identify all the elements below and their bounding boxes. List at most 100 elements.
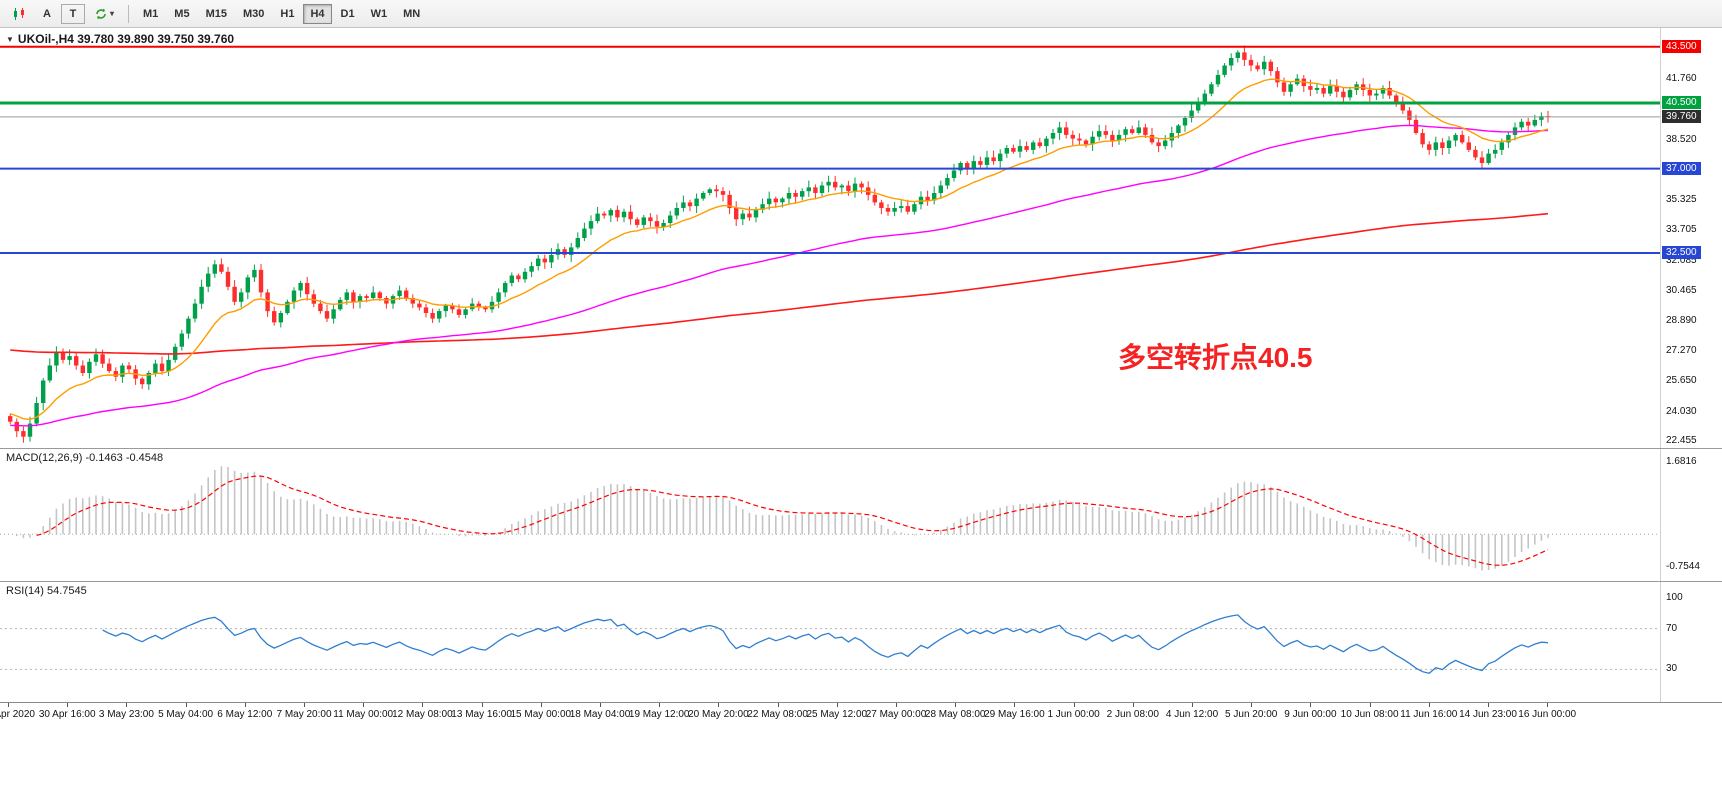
time-axis-tick [8,703,9,707]
toolbar: A T ▾ M1 M5 M15 M30 H1 H4 D1 W1 MN [0,0,1722,28]
time-axis-label: 1 Jun 00:00 [1047,709,1100,720]
time-axis-tick [540,703,542,707]
time-axis-label: 5 May 04:00 [158,709,214,720]
price-axis-label: 25.650 [1666,375,1697,387]
time-axis-label: 12 May 08:00 [392,709,453,720]
price-level-tag: 40.500 [1662,96,1701,109]
time-axis-tick [1488,703,1489,707]
time-axis-label: 18 May 04:00 [569,709,631,720]
timeframe-button-M5[interactable]: M5 [167,4,196,24]
price-level-tag: 39.760 [1662,109,1701,123]
price-level-tag: 43.500 [1662,39,1701,53]
time-axis-tick [1251,703,1253,707]
time-axis-tick [1132,703,1134,707]
price-level-tag: 32.500 [1662,246,1701,259]
time-axis-label: 28 May 08:00 [924,709,986,720]
macd-axis[interactable]: 1.6816 -0.7544 [1660,449,1722,581]
symbol-dropdown-icon[interactable]: ▼ [6,34,14,44]
time-axis-tick [363,703,365,707]
time-axis-label: 2 Jun 08:00 [1106,709,1159,720]
price-level-tag: 37.000 [1662,161,1701,175]
macd-axis-label: -0.7544 [1666,560,1700,572]
candlestick-glyph [14,7,24,20]
rsi-pane: RSI(14) 54.7545 100 70 30 [0,582,1722,702]
time-axis-label: 15 May 00:00 [510,709,572,720]
rsi-canvas[interactable] [0,582,1660,702]
time-axis-tick [718,703,720,707]
timeframe-button-M1[interactable]: M1 [136,4,165,24]
time-axis-tick [896,703,897,707]
time-axis-tick [1073,703,1075,707]
time-axis-label: 30 Apr 16:00 [38,709,96,720]
timeframe-button-M15[interactable]: M15 [199,4,234,24]
price-axis-label: 35.325 [1666,194,1697,206]
time-axis-label: 13 May 16:00 [451,709,512,720]
panel-divider-rsi[interactable] [0,581,1722,582]
main-chart-canvas[interactable] [0,28,1660,448]
price-axis-label: 30.465 [1666,285,1697,297]
price-axis[interactable]: 41.760 38.520 35.325 33.705 32.085 30.465 28.8… [1660,28,1722,448]
timeframe-button-MN[interactable]: MN [396,4,427,24]
macd-axis-label: 1.6816 [1666,456,1697,468]
chart-annotation: 多空转折点40.5 [1118,342,1313,373]
timeframe-button-H1[interactable]: H1 [273,4,301,24]
rsi-axis-label: 30 [1666,663,1678,675]
time-axis-label: 27 May 00:00 [865,709,927,720]
timeframe-bar: M1 M5 M15 M30 H1 H4 D1 W1 MN [135,3,428,24]
time-axis-label: 20 May 20:00 [688,709,749,720]
rsi-label: RSI(14) 54.7545 [6,585,87,597]
chevron-down-icon: ▾ [110,9,115,18]
macd-pane: MACD(12,26,9) -0.1463 -0.4548 1.6816 -0.7… [0,449,1722,581]
time-axis-label: 4 Jun 12:00 [1165,709,1219,720]
chart-title: ▼ UKOil-,H4 39.780 39.890 39.750 39.760 [6,32,234,46]
chart-window: ▼ UKOil-,H4 39.780 39.890 39.750 39.760 … [0,28,1722,798]
text-tool-button[interactable]: T [61,3,85,24]
time-axis-tick [1369,703,1371,707]
time-axis-label: 22 May 08:00 [747,709,808,720]
timeframe-button-M30[interactable]: M30 [236,4,271,24]
price-axis-label: 28.890 [1666,314,1697,326]
rsi-axis-label: 100 [1666,592,1683,603]
time-axis-tick [659,703,661,707]
panel-divider-macd[interactable] [0,448,1722,449]
time-axis-tick [1547,703,1549,707]
time-axis-tick [304,703,305,707]
time-axis-label: 11 Jun 16:00 [1400,709,1458,720]
indicators-icon[interactable]: ▾ [87,4,121,24]
time-axis-tick [836,703,838,707]
time-axis-label: 9 Jun 00:00 [1284,709,1337,720]
cursor-tool-button[interactable]: A [35,4,59,24]
time-axis-label: 11 May 00:00 [333,709,394,720]
price-axis-label: 33.705 [1666,224,1697,236]
time-axis-label: 19 May 12:00 [628,709,690,720]
toolbar-separator [128,4,130,23]
time-axis-label: 3 May 23:00 [98,709,154,720]
chart-title-text: UKOil-,H4 39.780 39.890 39.750 39.760 [17,32,235,46]
time-axis-label: 16 Jun 00:00 [1518,709,1577,720]
macd-canvas[interactable] [0,449,1660,581]
timeframe-button-H4[interactable]: H4 [303,3,332,24]
chart-type-icon[interactable] [5,4,33,24]
rsi-axis-label: 70 [1666,622,1678,634]
time-axis-tick [1310,703,1312,707]
time-axis-label: 5 Jun 20:00 [1225,709,1278,720]
rsi-axis[interactable]: 100 70 30 [1660,582,1722,702]
price-axis-label: 32.085 [1666,254,1697,266]
time-axis-label: 29 May 16:00 [984,709,1045,720]
timeframe-button-W1[interactable]: W1 [364,4,395,24]
time-axis-tick [244,703,246,707]
time-axis-tick [422,703,424,707]
time-axis-tick [185,703,187,707]
time-axis-label: 14 Jun 23:00 [1459,709,1517,720]
price-axis-label: 27.270 [1666,345,1697,357]
timeframe-button-D1[interactable]: D1 [334,4,362,24]
time-axis-tick [67,703,69,707]
time-axis-label: 6 May 12:00 [217,709,273,720]
refresh-glyph [96,8,106,19]
time-axis-tick [777,703,779,707]
time-axis-tick [600,703,601,707]
time-axis-tick [1192,703,1193,707]
time-axis-tick [481,703,483,707]
price-axis-label: 41.760 [1666,73,1697,85]
